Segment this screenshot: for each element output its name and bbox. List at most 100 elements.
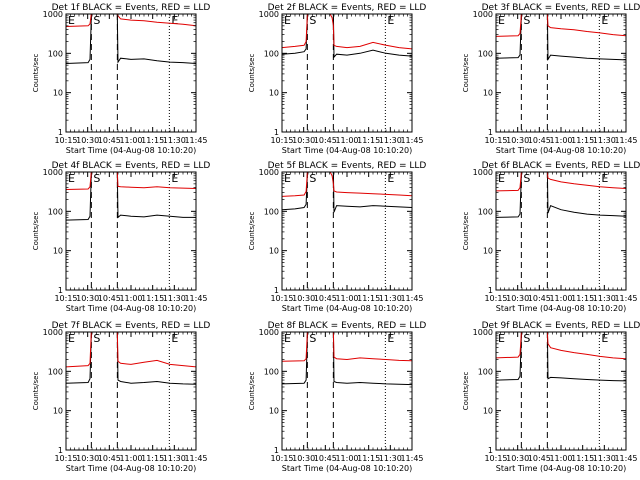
series-line-lld — [281, 171, 413, 197]
x-tick-label: 11:30 — [593, 454, 616, 463]
marker-label: S — [93, 14, 100, 27]
x-tick-label: 10:45 — [98, 136, 121, 145]
series-line-lld — [495, 331, 627, 360]
series-line-events — [65, 13, 197, 64]
x-tick-label: 10:15 — [54, 136, 77, 145]
x-axis-label: Start Time (04-Aug-08 10:10:20) — [282, 304, 413, 313]
x-tick-label: 10:30 — [292, 294, 315, 303]
marker-label: E — [68, 332, 75, 345]
x-axis-label: Start Time (04-Aug-08 10:10:20) — [282, 464, 413, 473]
x-tick-label: 11:00 — [335, 294, 358, 303]
series-line-lld — [65, 171, 197, 190]
x-tick-label: 10:45 — [528, 454, 551, 463]
x-tick-label: 11:15 — [141, 454, 164, 463]
marker-label: S — [309, 172, 316, 185]
y-axis-label: Counts/sec — [462, 212, 470, 251]
y-tick-label: 1 — [488, 446, 493, 455]
marker-label: E — [171, 332, 178, 345]
x-tick-label: 11:00 — [549, 294, 572, 303]
marker-label: E — [498, 172, 505, 185]
x-axis-label: Start Time (04-Aug-08 10:10:20) — [496, 464, 627, 473]
y-tick-label: 1000 — [473, 168, 493, 177]
marker-label: E — [387, 332, 394, 345]
marker-label: S — [93, 172, 100, 185]
x-tick-label: 11:45 — [184, 454, 207, 463]
marker-label: E — [171, 172, 178, 185]
marker-label: E — [284, 172, 291, 185]
y-tick-label: 1000 — [259, 168, 279, 177]
chart-title: Det 1f BLACK = Events, RED = LLD — [52, 3, 211, 13]
marker-label: E — [68, 14, 75, 27]
y-axis-label: Counts/sec — [32, 212, 40, 251]
x-tick-label: 10:15 — [484, 454, 507, 463]
y-tick-label: 100 — [48, 207, 63, 216]
x-tick-label: 11:15 — [357, 294, 380, 303]
y-tick-label: 1 — [488, 128, 493, 137]
x-tick-label: 11:30 — [163, 454, 186, 463]
series-line-lld — [495, 171, 627, 192]
y-tick-label: 1000 — [43, 10, 63, 19]
x-tick-label: 11:30 — [379, 294, 402, 303]
y-tick-label: 100 — [478, 367, 493, 376]
x-tick-label: 11:15 — [571, 294, 594, 303]
marker-label: S — [309, 14, 316, 27]
marker-label: E — [284, 332, 291, 345]
x-tick-label: 11:30 — [163, 294, 186, 303]
x-tick-label: 11:45 — [400, 294, 423, 303]
x-axis-label: Start Time (04-Aug-08 10:10:20) — [66, 146, 197, 155]
x-tick-label: 10:30 — [76, 454, 99, 463]
x-tick-label: 11:45 — [184, 136, 207, 145]
y-tick-label: 1000 — [43, 328, 63, 337]
series-line-events — [495, 13, 627, 62]
x-tick-label: 10:45 — [314, 454, 337, 463]
x-tick-label: 11:45 — [614, 454, 637, 463]
x-tick-label: 11:45 — [400, 454, 423, 463]
y-axis-label: Counts/sec — [32, 372, 40, 411]
x-tick-label: 11:00 — [335, 454, 358, 463]
marker-label: E — [601, 14, 608, 27]
y-tick-label: 1 — [274, 446, 279, 455]
x-tick-label: 11:30 — [379, 136, 402, 145]
x-tick-label: 10:45 — [528, 294, 551, 303]
x-axis-label: Start Time (04-Aug-08 10:10:20) — [496, 304, 627, 313]
x-tick-label: 11:30 — [379, 454, 402, 463]
x-axis-label: Start Time (04-Aug-08 10:10:20) — [66, 304, 197, 313]
x-tick-label: 11:00 — [119, 294, 142, 303]
marker-label: E — [498, 14, 505, 27]
series-line-lld — [65, 13, 197, 27]
x-tick-label: 11:45 — [400, 136, 423, 145]
y-tick-label: 1000 — [473, 10, 493, 19]
series-line-events — [281, 171, 413, 213]
chart-title: Det 6f BLACK = Events, RED = LLD — [482, 161, 640, 171]
y-tick-label: 1 — [274, 286, 279, 295]
x-tick-label: 10:45 — [314, 294, 337, 303]
y-tick-label: 1 — [58, 286, 63, 295]
y-tick-label: 10 — [269, 89, 279, 98]
x-tick-label: 11:00 — [119, 454, 142, 463]
marker-label: E — [387, 172, 394, 185]
y-axis-label: Counts/sec — [462, 54, 470, 93]
chart-title: Det 2f BLACK = Events, RED = LLD — [268, 3, 427, 13]
marker-label: S — [523, 172, 530, 185]
x-tick-label: 10:30 — [76, 136, 99, 145]
y-axis-label: Counts/sec — [248, 54, 256, 93]
x-tick-label: 11:30 — [593, 294, 616, 303]
x-tick-label: 10:45 — [98, 294, 121, 303]
x-tick-label: 11:00 — [335, 136, 358, 145]
x-tick-label: 10:15 — [270, 294, 293, 303]
x-axis-label: Start Time (04-Aug-08 10:10:20) — [66, 464, 197, 473]
chart-title: Det 7f BLACK = Events, RED = LLD — [52, 321, 211, 331]
marker-label: E — [601, 332, 608, 345]
series-line-events — [495, 331, 627, 382]
x-tick-label: 11:15 — [141, 294, 164, 303]
chart-title: Det 5f BLACK = Events, RED = LLD — [268, 161, 427, 171]
y-tick-label: 10 — [269, 247, 279, 256]
marker-label: E — [387, 14, 394, 27]
